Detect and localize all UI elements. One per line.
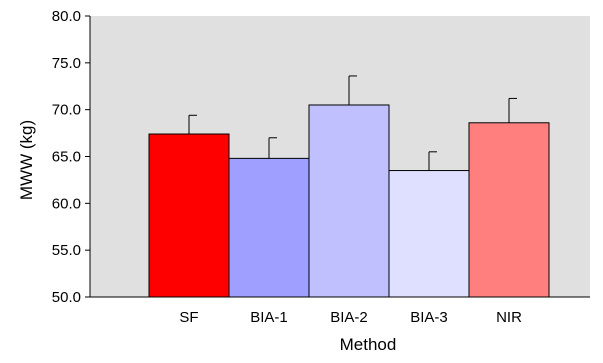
x-tick-label: BIA-1 xyxy=(250,309,288,326)
y-tick-label: 65.0 xyxy=(52,149,81,166)
x-ticks-group: SF BIA-1 BIA-2 BIA-3 NIR xyxy=(179,309,522,326)
x-tick-label: NIR xyxy=(496,309,522,326)
y-tick-label: 55.0 xyxy=(52,242,81,259)
bar-nir xyxy=(468,122,550,298)
error-bars-group xyxy=(188,75,517,171)
y-tick-label: 75.0 xyxy=(52,55,81,72)
x-tick-label: BIA-3 xyxy=(410,309,448,326)
y-axis-title: MWW (kg) xyxy=(17,120,36,200)
y-tick-label: 70.0 xyxy=(52,102,81,119)
y-ticks-group: 50.0 55.0 60.0 65.0 70.0 75.0 80.0 xyxy=(52,8,90,306)
y-tick-label: 60.0 xyxy=(52,195,81,212)
x-tick-label: BIA-2 xyxy=(330,309,368,326)
bar-sf xyxy=(148,133,230,298)
bar-bia-3 xyxy=(388,170,470,298)
y-tick-label: 50.0 xyxy=(52,289,81,306)
x-axis-title: Method xyxy=(340,335,397,354)
y-tick-label: 80.0 xyxy=(52,8,81,25)
bar-bia-2 xyxy=(308,104,390,298)
bar-bia-1 xyxy=(228,157,310,298)
x-tick-label: SF xyxy=(179,309,198,326)
bars-group xyxy=(148,104,550,298)
